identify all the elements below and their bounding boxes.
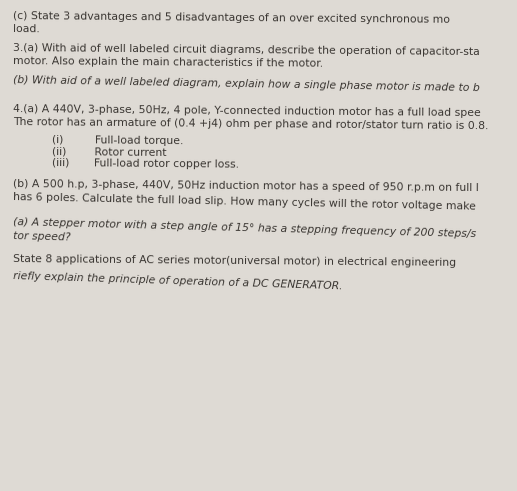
Text: (iii)       Full-load rotor copper loss.: (iii) Full-load rotor copper loss.: [52, 158, 239, 170]
Text: riefly explain the principle of operation of a DC GENERATOR.: riefly explain the principle of operatio…: [13, 271, 343, 291]
Text: (a) A stepper motor with a step angle of 15° has a stepping frequency of 200 ste: (a) A stepper motor with a step angle of…: [13, 217, 476, 239]
Text: (b) With aid of a well labeled diagram, explain how a single phase motor is made: (b) With aid of a well labeled diagram, …: [13, 75, 480, 93]
Text: load.: load.: [13, 24, 40, 34]
Text: (ii)        Rotor current: (ii) Rotor current: [52, 146, 166, 157]
Text: The rotor has an armature of (0.4 +j4) ohm per phase and rotor/stator turn ratio: The rotor has an armature of (0.4 +j4) o…: [13, 117, 489, 131]
Text: motor. Also explain the main characteristics if the motor.: motor. Also explain the main characteris…: [13, 56, 323, 69]
Text: has 6 poles. Calculate the full load slip. How many cycles will the rotor voltag: has 6 poles. Calculate the full load sli…: [13, 192, 476, 212]
Text: (b) A 500 h.p, 3-phase, 440V, 50Hz induction motor has a speed of 950 r.p.m on f: (b) A 500 h.p, 3-phase, 440V, 50Hz induc…: [13, 179, 479, 193]
Text: (c) State 3 advantages and 5 disadvantages of an over excited synchronous mo: (c) State 3 advantages and 5 disadvantag…: [13, 11, 450, 25]
Text: State 8 applications of AC series motor(universal motor) in electrical engineeri: State 8 applications of AC series motor(…: [13, 254, 456, 268]
Text: 3.(a) With aid of well labeled circuit diagrams, describe the operation of capac: 3.(a) With aid of well labeled circuit d…: [13, 43, 480, 57]
Text: tor speed?: tor speed?: [13, 231, 71, 242]
Text: (i)         Full-load torque.: (i) Full-load torque.: [52, 135, 183, 146]
Text: 4.(a) A 440V, 3-phase, 50Hz, 4 pole, Y-connected induction motor has a full load: 4.(a) A 440V, 3-phase, 50Hz, 4 pole, Y-c…: [13, 104, 481, 118]
